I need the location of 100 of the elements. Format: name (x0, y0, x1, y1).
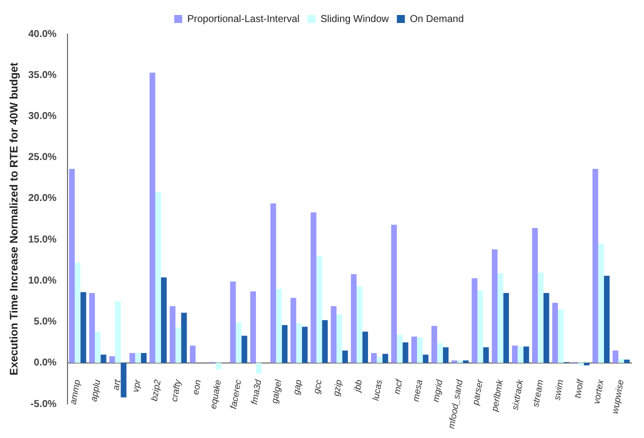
bar (382, 354, 388, 363)
x-tick-label: facerec (228, 378, 244, 410)
x-tick-label: perlbmk (489, 378, 505, 414)
x-tick-label: mesa (410, 378, 424, 402)
x-tick-label: eon (190, 378, 203, 396)
bar (538, 272, 544, 363)
bar (74, 262, 80, 363)
bar (457, 360, 463, 363)
bar (371, 353, 377, 363)
bar (612, 350, 618, 363)
y-tick-label: 15.0% (28, 234, 57, 246)
bar (282, 325, 288, 363)
bar (302, 326, 308, 363)
bar (584, 362, 590, 366)
bar (442, 347, 449, 363)
bar (411, 336, 418, 363)
x-tick-label: art (110, 378, 122, 391)
bar (150, 72, 156, 363)
bar (256, 362, 262, 374)
x-tick-label: parser (470, 378, 485, 407)
y-tick-label: 30.0% (28, 110, 57, 122)
bar (175, 328, 182, 363)
bar (604, 276, 610, 363)
bar (140, 353, 147, 363)
x-tick-label: swim (552, 378, 566, 401)
y-tick-label: 0.0% (34, 358, 57, 369)
x-tick-label: gap (291, 378, 304, 396)
bar (498, 273, 504, 363)
x-tick-label: sixtrack (510, 378, 526, 411)
bar (290, 298, 296, 363)
bar (518, 346, 524, 363)
bar (236, 322, 242, 363)
bar (483, 347, 489, 363)
bar (216, 362, 222, 370)
legend-label: Proportional-Last-Interval (187, 14, 300, 25)
x-tick-label: mgrid (430, 378, 445, 403)
bar (135, 353, 141, 363)
bar (362, 332, 368, 363)
x-tick-label: mcf (392, 377, 404, 395)
legend-label: Sliding Window (320, 14, 390, 25)
bar (618, 358, 624, 363)
bar (532, 228, 538, 363)
bar (452, 360, 458, 363)
y-tick-label: 20.0% (28, 193, 57, 204)
bar (437, 343, 443, 363)
x-tick-label: ammp (68, 378, 82, 406)
bar (558, 309, 564, 363)
bar (170, 306, 176, 363)
y-tick-label: 10.0% (28, 275, 57, 286)
bar (503, 293, 509, 363)
bar (492, 249, 498, 363)
x-tick-label: gzip (331, 378, 344, 397)
bar (316, 256, 322, 363)
bar (523, 346, 530, 363)
bar (422, 354, 428, 363)
bar (69, 168, 75, 363)
y-tick-label: 25.0% (28, 152, 57, 164)
x-tick-label: lucas (370, 378, 384, 402)
bar (296, 323, 302, 363)
bar (472, 278, 478, 363)
x-tick-label: bzip2 (148, 378, 163, 402)
bar (109, 356, 116, 363)
bar (431, 326, 438, 363)
bar (462, 360, 469, 363)
x-tick-label: vortex (591, 378, 606, 405)
x-tick-label: fma3d (249, 378, 264, 406)
bar (342, 350, 348, 363)
bar (230, 281, 236, 363)
bar (89, 293, 95, 363)
x-tick-label: equake (208, 378, 223, 410)
bar (250, 291, 256, 363)
y-tick-label: 40.0% (28, 28, 57, 40)
bar (592, 168, 598, 363)
bar (417, 337, 423, 363)
bar (376, 357, 382, 363)
x-tick-label: gcc (311, 378, 324, 394)
x-tick-label: twolf (572, 377, 586, 399)
bar (356, 286, 362, 363)
y-tick-label: 35.0% (28, 70, 57, 81)
bar (512, 346, 518, 363)
bar (242, 336, 248, 363)
bar (336, 314, 342, 363)
bar (391, 224, 397, 363)
y-tick-label: 5.0% (34, 316, 57, 328)
bar (115, 301, 121, 363)
bar (270, 203, 276, 363)
bar (350, 274, 357, 363)
legend-label: On Demand (410, 14, 464, 25)
x-tick-label: vpr (130, 378, 143, 393)
bar (190, 346, 196, 363)
bar (80, 292, 86, 363)
x-tick-label: crafty (169, 378, 183, 402)
bar (129, 353, 136, 363)
bar (598, 244, 604, 363)
bar (544, 293, 550, 363)
bar (396, 334, 403, 363)
x-tick-label: jbb (352, 378, 364, 394)
y-axis-title: Execution Time Increase Normalized to RTE for 40W budget (8, 62, 21, 376)
x-tick-label: applu (88, 378, 102, 402)
bar (155, 192, 161, 363)
